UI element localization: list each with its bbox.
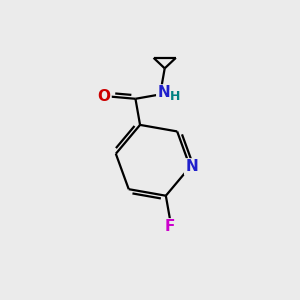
Text: O: O [98,89,110,104]
Text: N: N [185,159,198,174]
Text: H: H [170,90,181,103]
Text: F: F [165,219,175,234]
Text: N: N [157,85,170,100]
